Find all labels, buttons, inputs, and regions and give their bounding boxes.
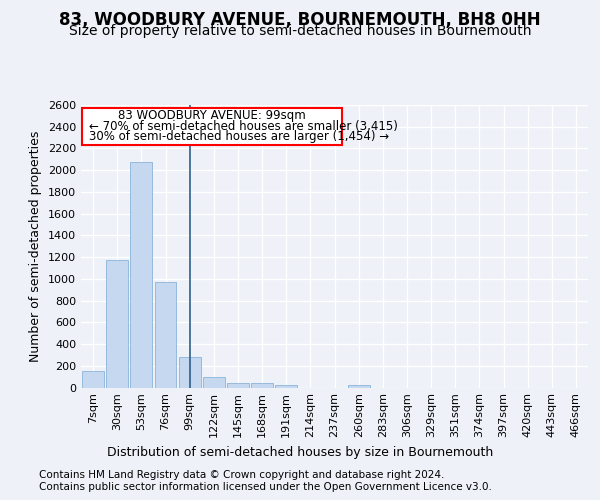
Bar (203, 376, 224, 388)
Text: Size of property relative to semi-detached houses in Bournemouth: Size of property relative to semi-detach… (69, 24, 531, 38)
Y-axis label: Number of semi-detached properties: Number of semi-detached properties (29, 130, 43, 362)
Text: 30% of semi-detached houses are larger (1,454) →: 30% of semi-detached houses are larger (… (89, 130, 389, 143)
Bar (251, 383, 273, 388)
Bar (348, 385, 370, 388)
Bar (82, 370, 104, 388)
Text: Contains public sector information licensed under the Open Government Licence v3: Contains public sector information licen… (39, 482, 492, 492)
Bar (130, 162, 152, 388)
Text: 83, WOODBURY AVENUE, BOURNEMOUTH, BH8 0HH: 83, WOODBURY AVENUE, BOURNEMOUTH, BH8 0H… (59, 11, 541, 29)
Bar (179, 356, 200, 388)
Bar (227, 382, 249, 388)
Bar (155, 282, 176, 388)
Text: ← 70% of semi-detached houses are smaller (3,415): ← 70% of semi-detached houses are smalle… (89, 120, 398, 133)
Bar (106, 260, 128, 388)
Text: 83 WOODBURY AVENUE: 99sqm: 83 WOODBURY AVENUE: 99sqm (118, 110, 306, 122)
Text: Contains HM Land Registry data © Crown copyright and database right 2024.: Contains HM Land Registry data © Crown c… (39, 470, 445, 480)
Bar (275, 385, 297, 388)
Text: Distribution of semi-detached houses by size in Bournemouth: Distribution of semi-detached houses by … (107, 446, 493, 459)
